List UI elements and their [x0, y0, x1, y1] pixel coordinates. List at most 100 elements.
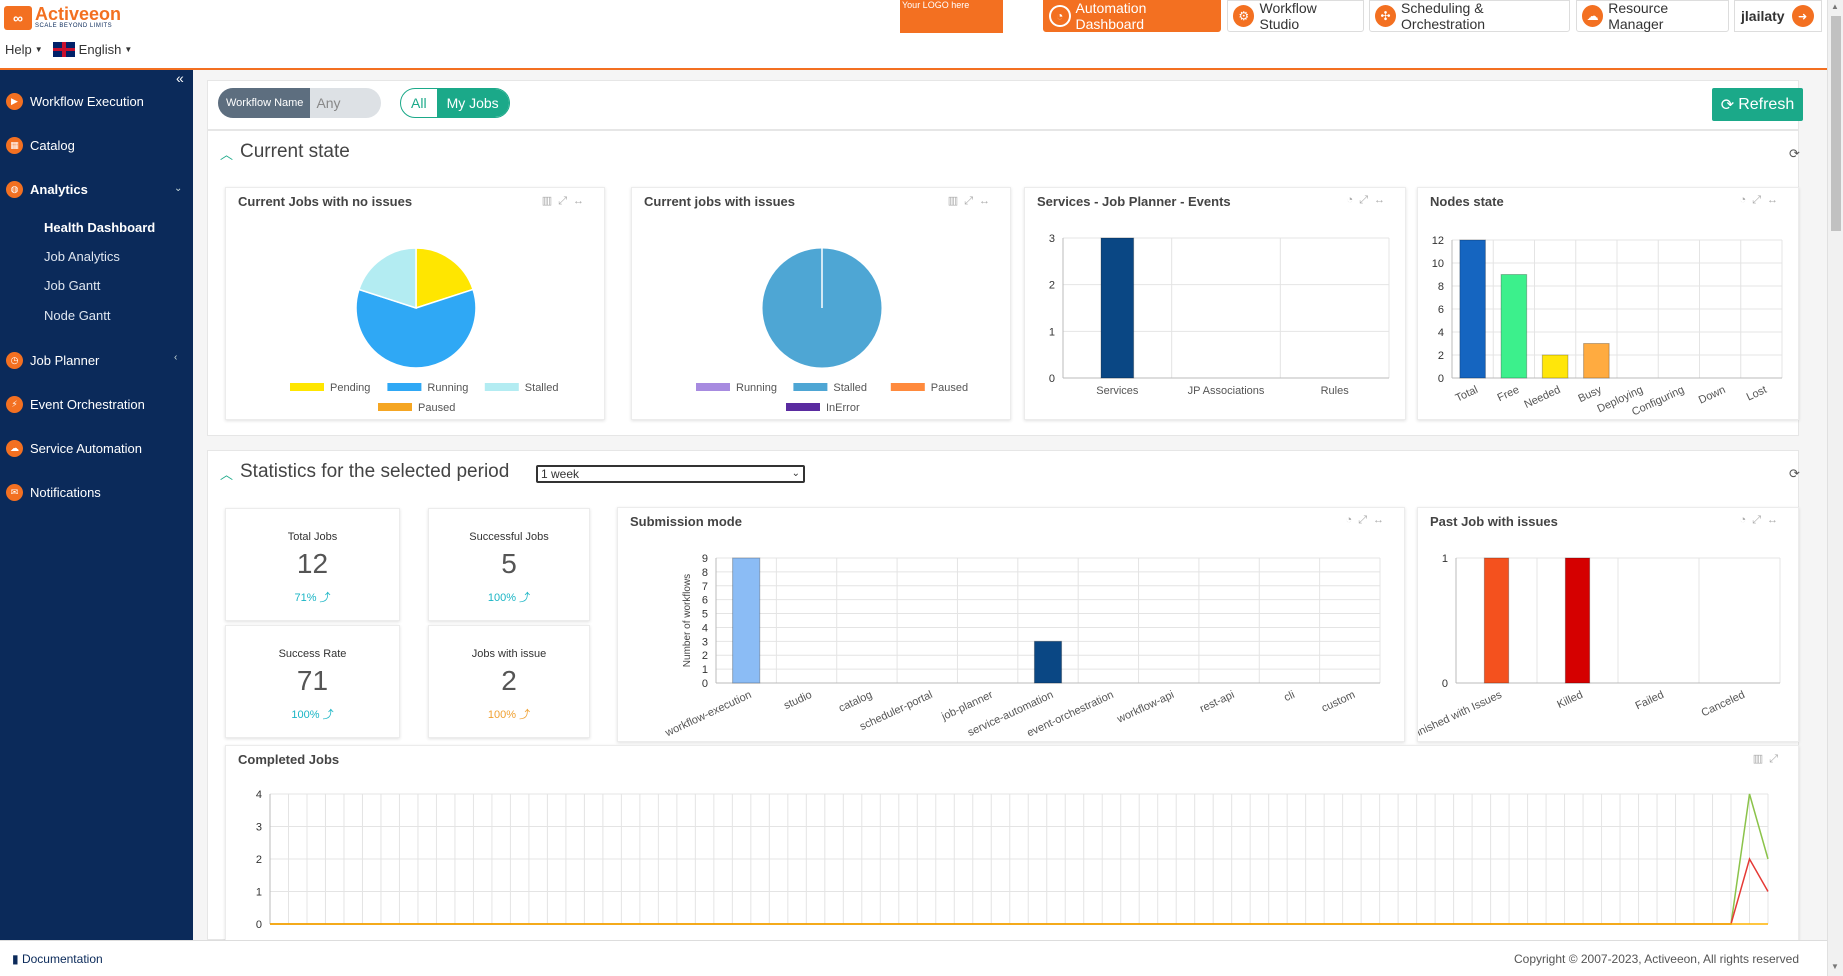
widget-tools-icon[interactable]: ▥⤢↔ — [541, 195, 590, 207]
nav-scheduling-orchestration[interactable]: ✣ Scheduling & Orchestration — [1369, 0, 1570, 32]
bar — [1483, 557, 1510, 684]
help-caret-icon: ▼ — [34, 45, 43, 54]
sidebar-item-event-orchestration[interactable]: ⚡ Event Orchestration — [6, 396, 145, 413]
sidebar-item-service-automation[interactable]: ☁ Service Automation — [6, 440, 142, 457]
bell-icon: ✉ — [6, 484, 23, 501]
stat-card-jobs-with-issue: Jobs with issue 2 100% ⤴ — [428, 625, 590, 738]
nav-resource-manager[interactable]: ☁ Resource Manager — [1576, 0, 1729, 32]
user-menu[interactable]: jlailaty ➜ — [1734, 0, 1822, 32]
scrollbar-thumb[interactable] — [1831, 16, 1841, 231]
stat-card-successful-jobs: Successful Jobs 5 100% ⤴ — [428, 508, 590, 621]
sidebar-sub-job-gantt[interactable]: Job Gantt — [44, 278, 101, 293]
nav-automation-dashboard[interactable]: ◔ Automation Dashboard — [1043, 0, 1221, 32]
jobs-scope-toggle[interactable]: All My Jobs — [400, 88, 510, 118]
widget-tools-icon[interactable]: ▥⤢↔ — [947, 195, 996, 207]
studio-icon: ⚙ — [1233, 5, 1255, 27]
widget-tools-icon[interactable]: ◔⤢↔ — [1345, 514, 1390, 526]
workflow-name-filter[interactable]: Workflow Name Any — [218, 88, 381, 118]
scroll-up-icon[interactable]: ▲ — [1831, 2, 1839, 11]
legend-label: Stalled — [833, 382, 867, 394]
nav-workflow-studio[interactable]: ⚙ Workflow Studio — [1227, 0, 1364, 32]
vertical-scrollbar[interactable]: ▲ ▼ — [1827, 0, 1843, 976]
widget-jobs-no-issues: Current Jobs with no issues ▥⤢↔ Pending R… — [225, 187, 605, 420]
activeeon-logo[interactable]: ∞ Activeeon SCALE BEYOND LIMITS — [4, 4, 144, 32]
sidebar-item-label: Analytics — [30, 182, 88, 197]
toggle-my-jobs[interactable]: My Jobs — [436, 89, 509, 117]
bar — [1541, 354, 1569, 379]
section-refresh-icon[interactable]: ⟳ — [1789, 146, 1800, 161]
widget-tools-icon[interactable]: ▥⤢ — [1752, 753, 1784, 765]
pie-chart-no-issues: Pending Running Stalled Paused — [290, 247, 558, 414]
stat-card-total-jobs: Total Jobs 12 71% ⤴ — [225, 508, 400, 621]
cloud-icon: ☁ — [1582, 5, 1604, 27]
sidebar-collapse-icon[interactable]: « — [176, 70, 184, 86]
collapse-caret-icon[interactable]: ︿ — [220, 147, 234, 162]
y-tick-label: 0 — [1438, 373, 1444, 385]
chevron-left-icon[interactable]: ‹ — [174, 352, 178, 363]
refresh-icon: ⟳ — [1720, 96, 1735, 114]
sidebar-item-job-planner[interactable]: ◷ Job Planner — [6, 352, 99, 369]
widget-tools-icon[interactable]: ◔⤢↔ — [1739, 194, 1784, 206]
legend-swatch — [786, 403, 820, 411]
x-tick-label: Canceled — [1700, 689, 1747, 720]
y-tick-label: 0 — [256, 919, 262, 931]
sidebar-sub-job-analytics[interactable]: Job Analytics — [44, 249, 120, 264]
widget-completed-jobs: Completed Jobs ▥⤢ 0 1 2 3 4 — [225, 745, 1799, 945]
y-tick-label: 0 — [1049, 373, 1055, 385]
y-tick-label: 9 — [702, 553, 708, 565]
y-tick-label: 0 — [1442, 678, 1448, 690]
legend-swatch — [378, 403, 412, 411]
sidebar-item-label: Event Orchestration — [30, 397, 145, 412]
current-state-title: Current state — [240, 141, 350, 162]
copyright-text: Copyright © 2007-2023, Activeeon, All ri… — [1514, 952, 1799, 966]
x-tick-label: Killed — [1555, 689, 1584, 711]
nav-label: Scheduling & Orchestration — [1401, 0, 1486, 32]
y-tick-label: 6 — [1438, 304, 1444, 316]
widget-tools-icon[interactable]: ◔⤢↔ — [1346, 194, 1391, 206]
stat-label: Successful Jobs — [469, 531, 549, 543]
legend-swatch — [387, 383, 422, 391]
x-tick-label: Services — [1096, 385, 1139, 397]
scroll-down-icon[interactable]: ▼ — [1831, 962, 1839, 971]
y-tick-label: 5 — [702, 609, 708, 621]
chevron-down-icon[interactable]: ⌄ — [174, 183, 183, 194]
x-tick-label: catalog — [837, 689, 874, 715]
y-tick-label: 2 — [1049, 280, 1055, 292]
sidebar-sub-node-gantt[interactable]: Node Gantt — [44, 308, 111, 323]
brand-name: Activeeon — [35, 4, 122, 24]
toggle-all-jobs[interactable]: All — [411, 95, 427, 111]
x-tick-label: custom — [1320, 689, 1357, 715]
pie-slice — [357, 247, 417, 310]
y-axis-label: Number of workflows — [682, 574, 693, 667]
stat-percent: 100% ⤴ — [487, 709, 531, 721]
top-header: ∞ Activeeon SCALE BEYOND LIMITS Help ▼ E… — [0, 0, 1843, 70]
chevron-down-icon: ⌄ — [791, 468, 800, 479]
custom-logo-placeholder: Your LOGO here — [900, 0, 1003, 33]
x-tick-label: Total — [1454, 384, 1480, 405]
y-tick-label: 10 — [1432, 258, 1444, 270]
bar-chart-past-issues: 0 1 Finished with Issues Killed Failed Cancel… — [1418, 553, 1781, 741]
bar — [1564, 557, 1591, 684]
workflow-name-input[interactable]: Any — [316, 95, 341, 111]
period-select[interactable]: 1 week ⌄ — [536, 465, 805, 483]
logout-icon[interactable]: ➜ — [1791, 5, 1814, 27]
y-tick-label: 6 — [702, 595, 708, 607]
section-refresh-icon[interactable]: ⟳ — [1789, 466, 1800, 481]
refresh-button[interactable]: ⟳ Refresh — [1712, 88, 1803, 121]
sidebar-sub-health-dashboard[interactable]: Health Dashboard — [44, 220, 156, 235]
help-menu[interactable]: Help — [5, 42, 32, 57]
bar-chart-services: 0 1 2 3 Services JP Associations Rules — [1049, 233, 1390, 397]
collapse-caret-icon[interactable]: ︿ — [220, 467, 234, 482]
sidebar-item-analytics[interactable]: ◍ Analytics — [6, 181, 88, 198]
sidebar-item-catalog[interactable]: ▦ Catalog — [6, 137, 75, 154]
pie-slice — [415, 247, 475, 310]
brand-tagline: SCALE BEYOND LIMITS — [35, 23, 113, 29]
language-menu[interactable]: English — [78, 42, 122, 57]
sidebar-item-workflow-execution[interactable]: ▶ Workflow Execution — [6, 93, 144, 110]
x-tick-label: Lost — [1745, 384, 1769, 404]
documentation-link[interactable]: ▮ Documentation — [12, 952, 103, 966]
sidebar-item-notifications[interactable]: ✉ Notifications — [6, 484, 101, 501]
x-tick-label: studio — [782, 689, 814, 712]
widget-tools-icon[interactable]: ◔⤢↔ — [1739, 514, 1784, 526]
